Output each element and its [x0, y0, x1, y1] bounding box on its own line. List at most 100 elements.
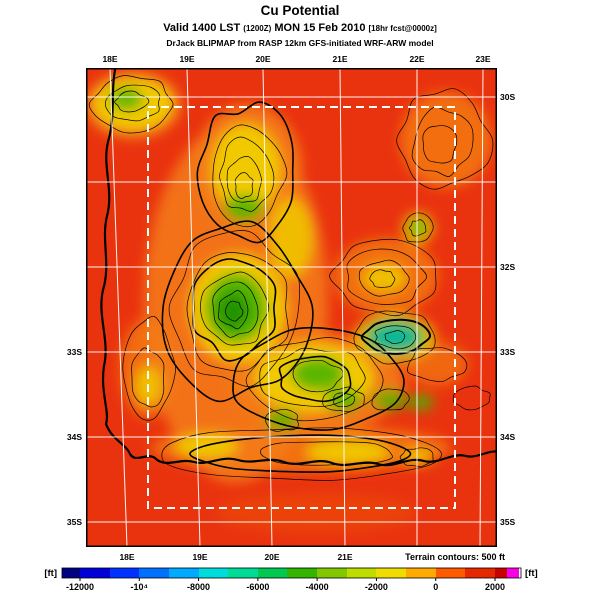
terrain-contour	[212, 281, 259, 338]
axis-label-bottom-19E: 19E	[192, 552, 208, 562]
map-plot	[86, 68, 497, 547]
colorbar-tick-label: -4000	[306, 582, 329, 592]
colorbar-ticks	[79, 578, 496, 581]
color-blob	[216, 493, 416, 533]
colorbar: -12000 -10⁴ -8000 -6000 -4000 -2000 0 2000	[61, 567, 522, 592]
terrain-contours-note: Terrain contours: 500 ft	[405, 552, 505, 562]
terrain-contour	[161, 427, 442, 481]
terrain-contour	[384, 330, 406, 344]
terrain-contour	[234, 172, 254, 199]
colorbar-unit-right: [ft]	[525, 568, 538, 579]
axis-label-right-30S: 30S	[500, 92, 516, 102]
axis-label-top-19E: 19E	[179, 54, 195, 64]
map-border	[86, 68, 497, 547]
color-blob	[408, 394, 434, 410]
coastline	[100, 68, 497, 467]
colorbar-segment	[199, 568, 228, 578]
colorbar-tick-label: -10⁴	[131, 582, 148, 592]
colorbar-segment	[317, 568, 347, 578]
model-info-line: DrJack BLIPMAP from RASP 12km GFS-initia…	[166, 38, 434, 48]
terrain-contour	[358, 259, 410, 297]
colorbar-segment	[62, 568, 80, 578]
valid-zulu: (1200Z)	[243, 24, 272, 33]
axis-label-left-33S: 33S	[66, 347, 82, 357]
color-blob	[212, 124, 280, 212]
color-blob	[373, 390, 407, 410]
colorbar-segment	[347, 568, 376, 578]
color-blob	[224, 195, 264, 221]
color-blob	[269, 198, 313, 278]
colorbar-segment	[507, 568, 519, 578]
terrain-contour	[399, 447, 434, 468]
axis-label-top-22E: 22E	[409, 54, 425, 64]
terrain-contour-lines	[88, 75, 494, 481]
axis-label-top-18E: 18E	[102, 54, 118, 64]
inner-domain-box	[147, 106, 456, 509]
colorbar-segment	[287, 568, 317, 578]
colorbar-tick-label: -2000	[365, 582, 388, 592]
terrain-contour	[265, 409, 300, 432]
terrain-color-field	[86, 71, 492, 533]
colorbar-segment	[406, 568, 436, 578]
valid-prefix: Valid 1400 LST	[163, 22, 244, 34]
meridian-grid-line	[109, 68, 128, 547]
terrain-contour	[369, 269, 396, 288]
color-blob	[217, 292, 249, 330]
color-blob	[109, 88, 143, 110]
meridian-grid-line	[339, 68, 346, 547]
axis-label-bottom-21E: 21E	[337, 552, 353, 562]
color-blob	[362, 264, 406, 292]
color-blob	[306, 439, 390, 465]
terrain-contour	[245, 337, 384, 422]
terrain-contour	[322, 386, 365, 413]
terrain-contour	[278, 355, 352, 403]
colorbar-tick-label: -6000	[246, 582, 269, 592]
terrain-contour	[333, 392, 355, 408]
color-blob	[409, 219, 427, 237]
terrain-contour	[161, 220, 314, 403]
axis-label-right-34S: 34S	[500, 432, 516, 442]
axis-label-right-32S: 32S	[500, 262, 516, 272]
terrain-contour	[122, 315, 176, 421]
meridian-grid-line	[479, 68, 484, 547]
colorbar-segment	[80, 568, 110, 578]
colorbar-segment	[258, 568, 287, 578]
terrain-contour	[346, 248, 428, 305]
colorbar-segment	[169, 568, 199, 578]
terrain-contour	[422, 125, 458, 164]
terrain-contour	[408, 219, 427, 237]
colorbar-segment	[110, 568, 139, 578]
axis-label-left-34S: 34S	[66, 432, 82, 442]
terrain-contour	[232, 326, 405, 431]
axis-label-right-33S: 33S	[500, 347, 516, 357]
valid-time-line: Valid 1400 LST (1200Z) MON 15 Feb 2010 […	[0, 21, 600, 36]
plot-header: Cu Potential Valid 1400 LST (1200Z) MON …	[0, 3, 600, 48]
terrain-contour	[407, 347, 468, 383]
terrain-contour	[200, 271, 270, 346]
colorbar-unit-left: [ft]	[44, 568, 57, 579]
colorbar-tick-label: -8000	[187, 582, 210, 592]
terrain-contour	[131, 347, 165, 408]
axis-label-bottom-18E: 18E	[119, 552, 135, 562]
axis-label-top-20E: 20E	[255, 54, 271, 64]
colorbar-segment	[495, 568, 507, 578]
terrain-contour	[219, 136, 275, 212]
terrain-contour	[402, 212, 434, 243]
axis-label-top-23E: 23E	[475, 54, 491, 64]
terrain-contour	[88, 75, 174, 134]
plot-title: Cu Potential	[260, 3, 340, 18]
meridian-grid-line	[262, 68, 273, 547]
colorbar-tick-label: 0	[433, 582, 438, 592]
terrain-contour	[396, 88, 494, 190]
lat-lon-grid-lines	[86, 68, 497, 547]
axis-label-right-35S: 35S	[500, 517, 516, 527]
meridian-grid-line	[186, 68, 201, 547]
axis-label-bottom-20E: 20E	[264, 552, 280, 562]
color-blob	[266, 410, 298, 430]
axis-label-top-21E: 21E	[332, 54, 348, 64]
terrain-contour	[226, 156, 262, 203]
colorbar-segment	[465, 568, 495, 578]
terrain-contour	[189, 434, 412, 473]
terrain-contour	[374, 325, 417, 350]
colorbar-segment	[228, 568, 258, 578]
